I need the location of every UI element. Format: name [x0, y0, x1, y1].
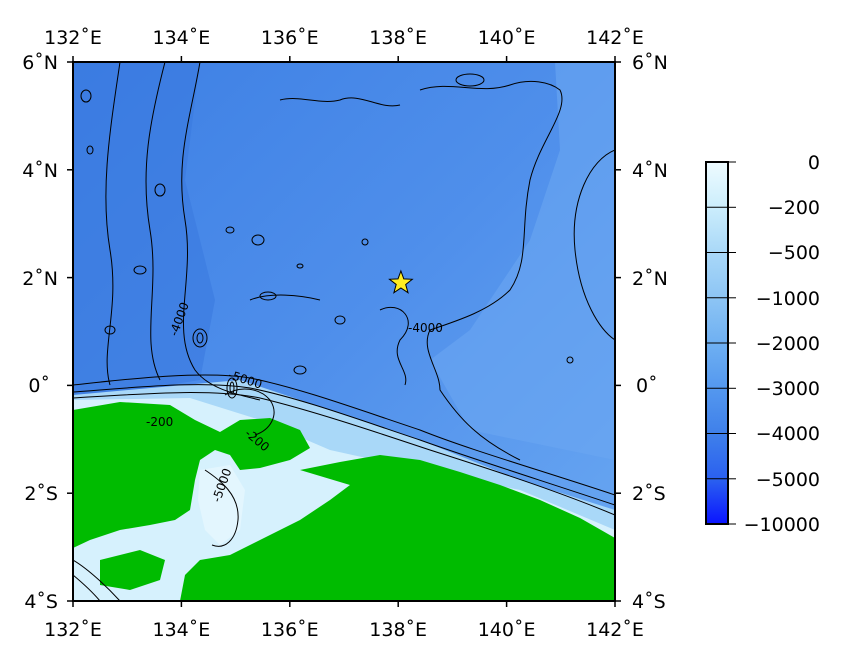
colorbar-label: −10000 [744, 514, 820, 536]
eastern-shelf [430, 62, 615, 460]
lat-label-right: 2˚S [632, 483, 666, 505]
lon-label-bottom: 134˚E [153, 619, 211, 641]
contour-label-4000-east: -4000 [408, 321, 443, 335]
contour-label-200-west: -200 [146, 415, 173, 429]
star-marker-icon [388, 269, 414, 294]
depth-contours [73, 62, 615, 601]
land-birds-head [73, 402, 310, 548]
colorbar-labels: 0 −200 −500 −1000 −2000 −3000 −4000 −500… [744, 152, 820, 536]
land-small-island [100, 550, 165, 590]
lat-label-left: 4˚S [24, 591, 58, 613]
bay-islands [198, 465, 245, 545]
lat-label-left: 2˚S [24, 483, 58, 505]
colorbar-label: −4000 [756, 423, 820, 445]
lat-labels-right: 6˚N 4˚N 2˚N 0˚ 2˚S 4˚S [632, 52, 668, 613]
lat-label-left: 2˚N [22, 268, 58, 290]
lon-label-bottom: 136˚E [261, 619, 319, 641]
lat-label-right: 6˚N [632, 52, 668, 74]
map-frame-content: -4000 -4000 -5000 -200 -200 -5000 [73, 62, 615, 601]
lon-label-top: 142˚E [586, 27, 644, 49]
colorbar-label: −500 [768, 242, 820, 264]
lat-label-right: 4˚N [632, 160, 668, 182]
seamount-contours [80, 73, 574, 399]
colorbar-label: −3000 [756, 378, 820, 400]
lat-label-right: 4˚S [632, 591, 666, 613]
lon-labels-bottom: 132˚E 134˚E 136˚E 138˚E 140˚E 142˚E [44, 619, 644, 641]
lon-label-bottom: 138˚E [369, 619, 427, 641]
lon-label-top: 134˚E [153, 27, 211, 49]
lon-label-top: 136˚E [261, 27, 319, 49]
lon-label-top: 132˚E [44, 27, 102, 49]
land-new-guinea [180, 455, 615, 601]
lat-label-left: 6˚N [22, 52, 58, 74]
lat-label-left: 4˚N [22, 160, 58, 182]
lat-label-right: 0˚ [636, 375, 658, 397]
colorbar-label: −2000 [756, 333, 820, 355]
lat-label-right: 2˚N [632, 268, 668, 290]
lat-label-left: 0˚ [28, 375, 50, 397]
colorbar-label: 0 [808, 152, 820, 174]
map-frame [72, 61, 616, 602]
colorbar-label: −5000 [756, 469, 820, 491]
lon-label-top: 138˚E [369, 27, 427, 49]
colorbar-label: −200 [768, 197, 820, 219]
lon-label-bottom: 132˚E [44, 619, 102, 641]
colorbar-label: −1000 [756, 288, 820, 310]
frame-ticks [67, 56, 621, 607]
colorbar-ticks [706, 161, 736, 525]
lon-label-bottom: 142˚E [586, 619, 644, 641]
lat-labels-left: 6˚N 4˚N 2˚N 0˚ 2˚S 4˚S [22, 52, 58, 613]
lon-label-top: 140˚E [478, 27, 536, 49]
lon-label-bottom: 140˚E [478, 619, 536, 641]
lon-labels-top: 132˚E 134˚E 136˚E 138˚E 140˚E 142˚E [44, 27, 644, 49]
colorbar: 0 −200 −500 −1000 −2000 −3000 −4000 −500… [705, 152, 820, 536]
